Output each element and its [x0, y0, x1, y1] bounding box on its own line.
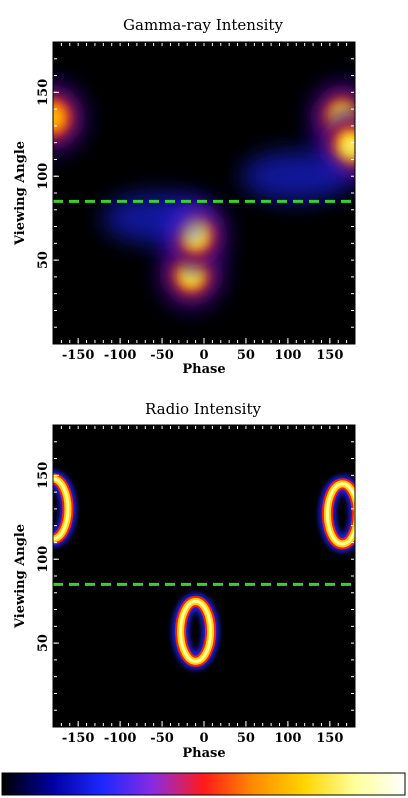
colorbar [1, 772, 406, 796]
gamma-feature-0-layer-3 [184, 265, 199, 282]
radio-x-tick-label: -100 [104, 731, 137, 746]
gamma-x-tick-label: -100 [104, 348, 137, 363]
gamma-y-tick-label: 150 [36, 79, 51, 106]
radio-x-tick-label: 150 [316, 731, 343, 746]
gamma-x-tick-label: -50 [150, 348, 174, 363]
radio-x-tick-label: -150 [62, 731, 95, 746]
gamma-heat-layer [53, 83, 355, 308]
radio-y-tick-label: 100 [36, 546, 51, 573]
radio-feature-0 [172, 593, 219, 670]
gamma-y-tick-label: 50 [36, 251, 51, 269]
radio-x-tick-label: -50 [150, 731, 174, 746]
radio-axis-ticks: -150 -100 -50 0 50 100 150 50 100 150 [36, 424, 356, 746]
gamma-x-tick-label: -150 [62, 348, 95, 363]
gamma-y-tick-label: 100 [36, 163, 51, 190]
radio-feature-1 [319, 475, 355, 552]
gamma-feature-6 [241, 151, 352, 202]
gamma-ray-panel: Gamma-ray Intensity -150 -100 -50 0 50 100 150… [13, 16, 356, 377]
gamma-y-axis-label: Viewing Angle [13, 141, 28, 246]
gamma-x-tick-label: 100 [274, 348, 301, 363]
radio-x-tick-label: 0 [199, 731, 208, 746]
radio-heat-layer [53, 470, 355, 670]
gamma-feature-5 [102, 193, 213, 244]
radio-plot-background [53, 425, 355, 727]
radio-y-axis-label: Viewing Angle [13, 524, 28, 629]
radio-x-tick-label: 100 [274, 731, 301, 746]
radio-feature-0-layer-3 [179, 599, 213, 663]
radio-y-tick-label: 50 [36, 634, 51, 652]
gamma-x-tick-label: 50 [237, 348, 255, 363]
radio-feature-1-layer-3 [325, 482, 355, 546]
radio-x-axis-label: Phase [182, 746, 225, 761]
gamma-x-tick-label: 150 [316, 348, 343, 363]
gamma-feature-3-layer-3 [343, 138, 355, 155]
gamma-x-tick-label: 0 [199, 348, 208, 363]
radio-y-tick-label: 150 [36, 462, 51, 489]
gamma-plot-frame [52, 41, 356, 345]
radio-plot-frame [52, 424, 356, 728]
radio-x-tick-label: 50 [237, 731, 255, 746]
radio-chart-title: Radio Intensity [145, 400, 261, 418]
colorbar-fill [1, 772, 406, 796]
radio-feature-2-layer-3 [53, 477, 70, 541]
gamma-chart-title: Gamma-ray Intensity [123, 16, 283, 34]
gamma-x-axis-label: Phase [182, 362, 225, 377]
radio-panel: Radio Intensity -150 -100 -50 0 50 100 150 50 10… [13, 400, 356, 761]
gamma-feature-4-layer-3 [53, 109, 61, 126]
radio-feature-2 [53, 470, 76, 547]
